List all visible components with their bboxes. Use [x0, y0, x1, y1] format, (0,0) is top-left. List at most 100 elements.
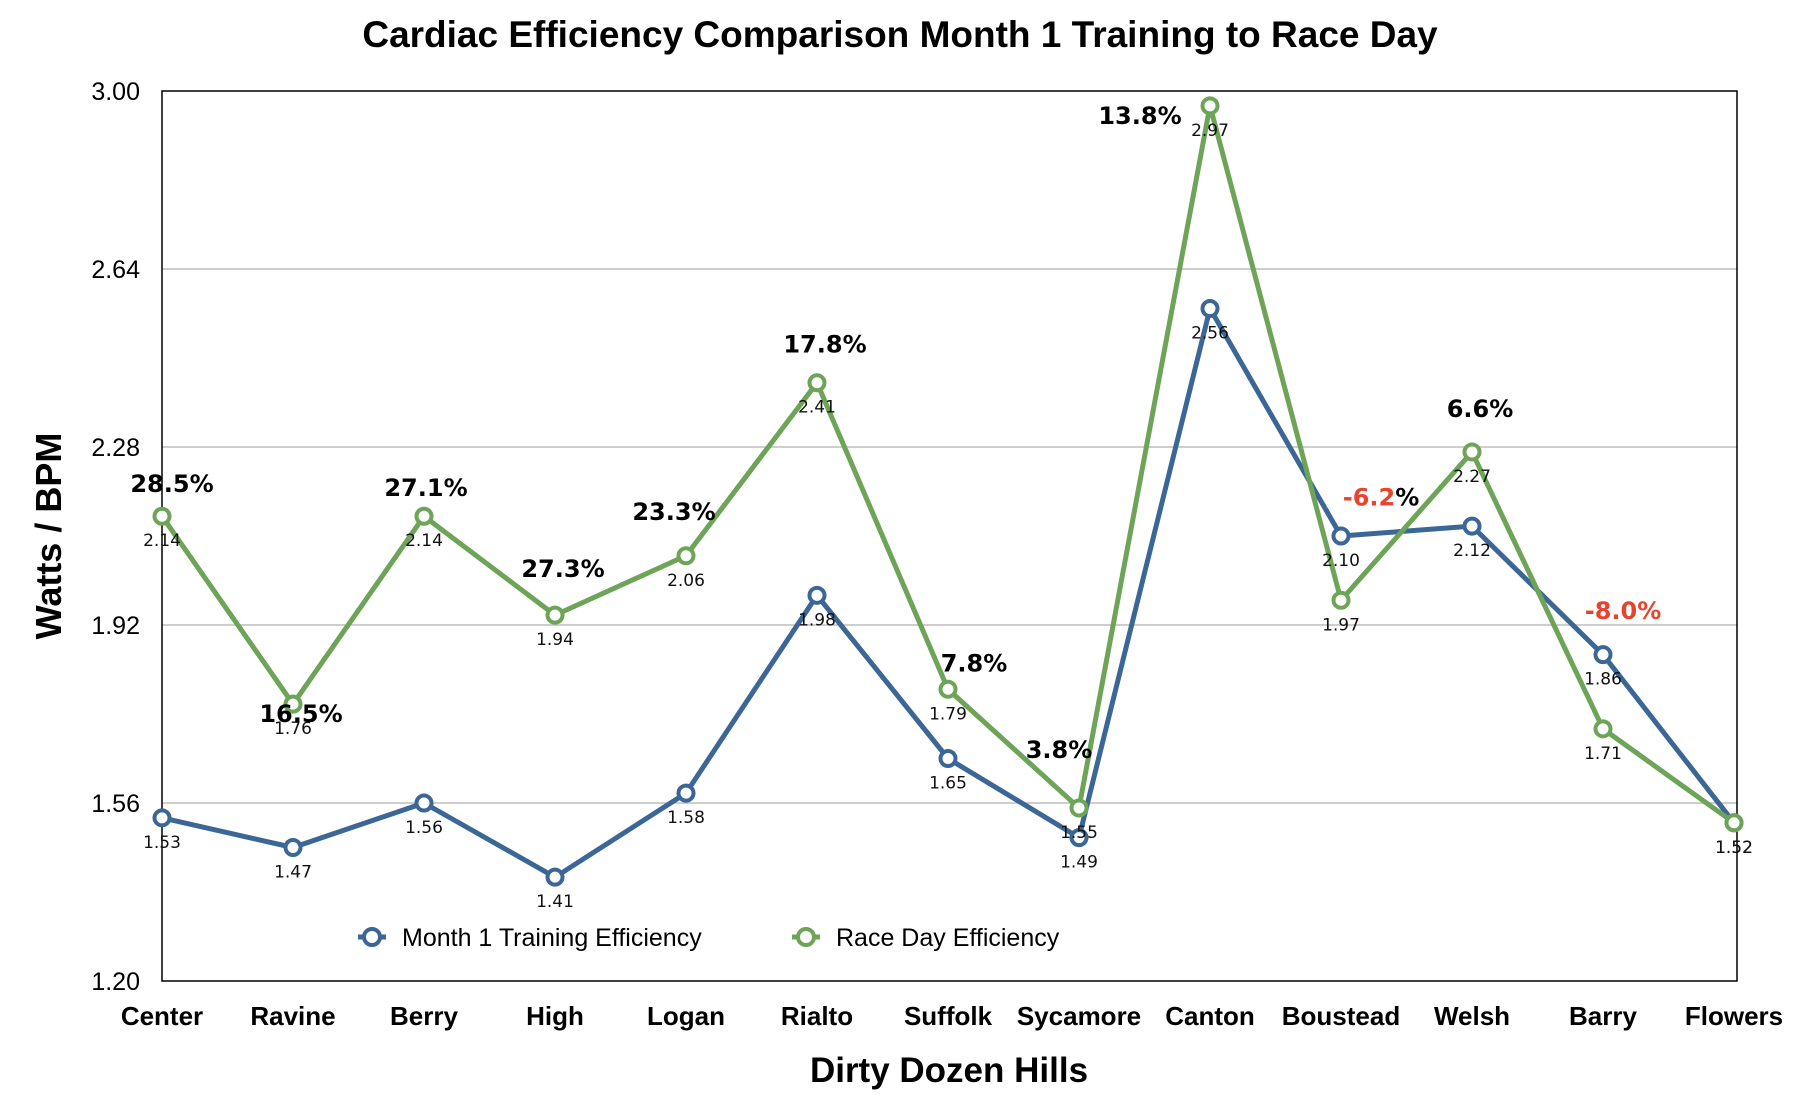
data-label-month1: 2.56	[1191, 324, 1229, 344]
data-label-raceday: 1.76	[274, 719, 312, 739]
x-tick-label: Canton	[1165, 1001, 1255, 1031]
data-label-month1: 1.56	[405, 818, 443, 838]
percent-annotation: 13.8%	[1098, 102, 1181, 130]
x-tick-label: Welsh	[1434, 1001, 1510, 1031]
x-tick-label: Ravine	[250, 1001, 335, 1031]
percent-annotation: -6.2%	[1343, 483, 1420, 511]
data-point-raceday	[807, 373, 827, 393]
y-tick-label: 2.64	[91, 256, 140, 284]
percent-annotation-value: 27.1%	[384, 474, 467, 502]
data-point-month1	[1331, 526, 1351, 546]
data-point-raceday	[676, 546, 696, 566]
legend: Month 1 Training Efficiency Race Day Eff…	[358, 924, 1060, 952]
data-point-month1	[676, 783, 696, 803]
x-tick-label: Boustead	[1282, 1001, 1400, 1031]
x-axis-ticks: Center Ravine Berry High Logan Rialto Suffolk S…	[121, 1001, 1783, 1031]
data-point-month1	[545, 867, 565, 887]
legend-item-month1: Month 1 Training Efficiency	[358, 924, 702, 952]
legend-label-month1: Month 1 Training Efficiency	[402, 924, 702, 952]
percent-annotation-value: 7.8%	[941, 649, 1008, 677]
data-label-month1: 2.10	[1322, 551, 1360, 571]
data-point-raceday	[414, 506, 434, 526]
percent-annotation-value: 27.3%	[521, 555, 604, 583]
percent-annotation-value: 13.8%	[1098, 102, 1181, 130]
data-point-raceday	[1331, 590, 1351, 610]
data-point-month1	[1462, 516, 1482, 536]
data-label-raceday: 2.14	[143, 531, 181, 551]
percent-annotation: 7.8%	[941, 649, 1008, 677]
data-label-raceday: 1.52	[1715, 838, 1753, 858]
data-point-month1	[807, 585, 827, 605]
x-tick-label: Rialto	[781, 1001, 853, 1031]
data-label-month1: 1.65	[929, 774, 967, 794]
data-point-raceday	[283, 694, 303, 714]
data-point-month1	[414, 793, 434, 813]
percent-annotation: 27.1%	[384, 474, 467, 502]
series-lines	[152, 96, 1744, 887]
data-label-raceday: 1.71	[1584, 744, 1622, 764]
legend-item-raceday: Race Day Efficiency	[792, 924, 1060, 952]
y-tick-label: 1.56	[91, 790, 140, 818]
data-label-raceday: 2.27	[1453, 467, 1491, 487]
data-point-month1	[283, 838, 303, 857]
data-label-raceday: 1.79	[929, 704, 967, 724]
x-tick-label: Barry	[1569, 1001, 1637, 1031]
data-point-raceday	[938, 679, 958, 699]
data-label-raceday: 1.97	[1322, 615, 1360, 635]
data-point-raceday	[545, 605, 565, 625]
data-point-raceday	[1069, 798, 1089, 818]
percent-annotation-value: 28.5%	[130, 470, 213, 498]
data-label-month1: 1.47	[274, 863, 312, 883]
data-label-month1: 1.52	[1715, 838, 1753, 858]
data-label-raceday: 1.55	[1060, 823, 1098, 843]
legend-marker-month1	[362, 927, 382, 947]
data-labels: 1.53 1.47 1.56 1.41 1.58 1.98 1.65 1.49 2.56 2.10…	[143, 121, 1753, 912]
data-point-month1	[152, 808, 172, 828]
data-point-month1	[1069, 828, 1089, 848]
data-label-raceday: 2.14	[405, 531, 443, 551]
percent-annotation-value: 17.8%	[783, 331, 866, 359]
percent-annotation: 23.3%	[632, 498, 715, 526]
y-tick-label: 1.92	[91, 612, 140, 640]
percent-annotation-value: 16.5%	[259, 700, 342, 728]
data-label-month1: 2.12	[1453, 541, 1491, 561]
percent-annotation: 6.6%	[1447, 395, 1514, 423]
data-label-month1: 1.49	[1060, 853, 1098, 873]
percent-annotation: 3.8%	[1026, 736, 1093, 764]
data-point-month1	[938, 749, 958, 768]
plot-frame	[161, 90, 1738, 982]
data-label-month1: 1.86	[1584, 670, 1622, 690]
x-tick-label: Flowers	[1685, 1001, 1783, 1031]
data-point-raceday	[1724, 813, 1744, 833]
x-tick-label: Center	[121, 1001, 203, 1031]
data-point-raceday	[1200, 96, 1220, 116]
data-label-raceday: 2.97	[1191, 121, 1229, 141]
chart-title: Cardiac Efficiency Comparison Month 1 Tr…	[362, 14, 1438, 55]
percent-annotation-value: -8.0%	[1585, 597, 1662, 625]
x-axis-label: Dirty Dozen Hills	[810, 1051, 1088, 1090]
legend-label-raceday: Race Day Efficiency	[836, 924, 1060, 952]
data-label-month1: 1.53	[143, 833, 181, 853]
x-tick-label: Suffolk	[904, 1001, 993, 1031]
percent-annotation: -8.0%	[1585, 597, 1662, 625]
percent-annotations: 28.5% 16.5% 27.1% 27.3% 23.3% 17.8% 7.8% 3.8% 13…	[130, 102, 1661, 764]
y-tick-label: 1.20	[91, 968, 140, 996]
x-tick-label: Sycamore	[1017, 1001, 1141, 1031]
y-axis-label: Watts / BPM	[28, 433, 69, 640]
data-point-month1	[1593, 645, 1613, 665]
percent-annotation-value: 6.6%	[1447, 395, 1514, 423]
percent-annotation: 16.5%	[259, 700, 342, 728]
percent-annotation-value: -6.2	[1343, 483, 1395, 511]
data-label-month1: 1.41	[536, 892, 574, 912]
data-label-month1: 1.58	[667, 808, 705, 828]
percent-annotation-suffix: %	[1395, 483, 1419, 511]
percent-annotation: 17.8%	[783, 331, 866, 359]
x-tick-label: Logan	[647, 1001, 725, 1031]
data-point-raceday	[1462, 442, 1482, 462]
x-tick-label: Berry	[390, 1001, 458, 1031]
percent-annotation: 27.3%	[521, 555, 604, 583]
x-tick-label: High	[526, 1001, 584, 1031]
y-axis-ticks: 1.20 1.56 1.92 2.28 2.64 3.00	[91, 78, 140, 996]
percent-annotation: 28.5%	[130, 470, 213, 498]
